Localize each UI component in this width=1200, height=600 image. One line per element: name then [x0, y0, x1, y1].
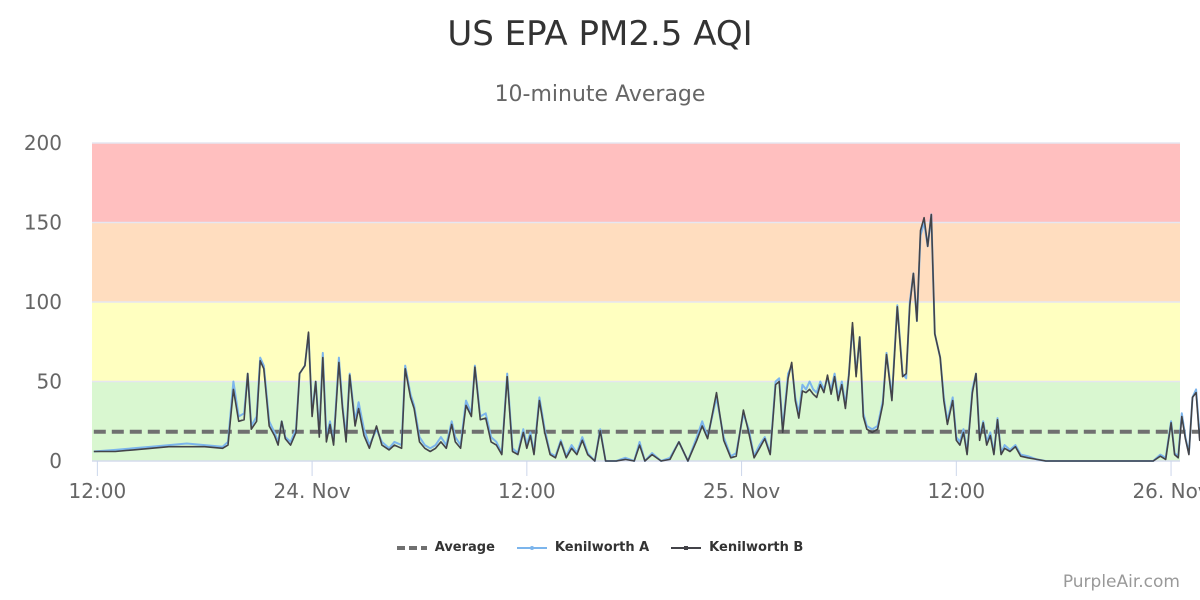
legend-label-kenilworth-a: Kenilworth A [554, 540, 650, 555]
aqi-band-3 [92, 143, 1180, 223]
x-tick-label: 12:00 [498, 479, 556, 503]
x-tick-label: 12:00 [69, 479, 127, 503]
legend-kenilworth-b-swatch [671, 545, 702, 550]
legend-item-kenilworth-a[interactable]: Kenilworth A [516, 540, 650, 555]
legend-item-kenilworth-b[interactable]: Kenilworth B [671, 540, 803, 555]
x-tick-label: 26. Nov [1132, 479, 1200, 503]
legend-label-average: Average [434, 540, 495, 555]
legend: Average Kenilworth A Kenilworth B [0, 540, 1200, 555]
legend-kenilworth-a-swatch [516, 545, 547, 550]
y-tick-label: 100 [24, 290, 62, 314]
y-tick-label: 200 [24, 131, 62, 155]
y-tick-label: 50 [37, 370, 62, 394]
x-tick-label: 12:00 [927, 479, 985, 503]
credits-link[interactable]: PurpleAir.com [1062, 572, 1180, 592]
y-tick-label: 0 [49, 449, 62, 473]
aqi-color-bands [92, 143, 1180, 461]
aqi-band-1 [92, 302, 1180, 382]
series-lines [93, 213, 1200, 462]
legend-item-average[interactable]: Average [396, 540, 495, 555]
x-axis: 12:00 24. Nov 12:00 25. Nov 12:00 26. Nov [69, 460, 1200, 503]
chart-subtitle: 10-minute Average [494, 82, 706, 107]
legend-average-swatch [396, 545, 427, 550]
chart-title: US EPA PM2.5 AQI [447, 14, 753, 54]
y-tick-label: 150 [24, 211, 62, 235]
x-tick-label: 24. Nov [274, 479, 351, 503]
aqi-band-2 [92, 222, 1180, 302]
y-axis-ticks: 0 50 100 150 200 [24, 131, 62, 473]
legend-label-kenilworth-b: Kenilworth B [709, 540, 804, 555]
series-line-kenilworth-b[interactable] [93, 213, 1200, 462]
x-tick-label: 25. Nov [703, 479, 780, 503]
